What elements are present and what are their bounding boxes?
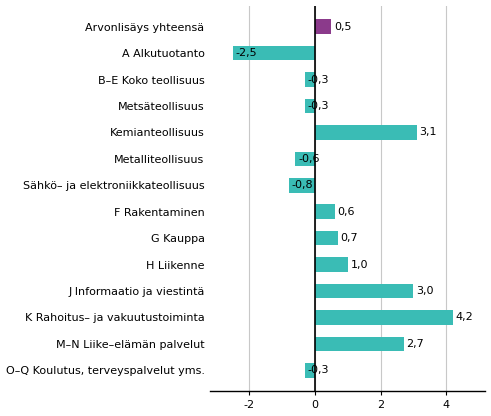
Text: 3,1: 3,1 xyxy=(419,127,436,137)
Bar xyxy=(315,337,404,351)
Bar xyxy=(295,151,315,166)
Text: -0,3: -0,3 xyxy=(308,74,329,84)
Bar xyxy=(315,257,348,272)
Text: -0,3: -0,3 xyxy=(308,101,329,111)
Bar xyxy=(315,125,416,140)
Bar xyxy=(305,72,315,87)
Bar xyxy=(315,310,453,324)
Bar xyxy=(233,46,315,60)
Bar xyxy=(315,231,338,245)
Text: -0,3: -0,3 xyxy=(308,365,329,375)
Text: -0,8: -0,8 xyxy=(291,180,313,190)
Text: 0,6: 0,6 xyxy=(337,207,355,217)
Text: 1,0: 1,0 xyxy=(351,260,368,270)
Text: -2,5: -2,5 xyxy=(236,48,257,58)
Text: 4,2: 4,2 xyxy=(455,312,473,322)
Bar xyxy=(315,20,331,34)
Text: 3,0: 3,0 xyxy=(416,286,434,296)
Bar xyxy=(289,178,315,193)
Bar xyxy=(315,204,335,219)
Bar xyxy=(305,99,315,113)
Bar xyxy=(315,284,413,298)
Text: 0,7: 0,7 xyxy=(341,233,358,243)
Text: 0,5: 0,5 xyxy=(334,22,352,32)
Bar xyxy=(305,363,315,378)
Text: 2,7: 2,7 xyxy=(406,339,424,349)
Text: -0,6: -0,6 xyxy=(298,154,320,164)
